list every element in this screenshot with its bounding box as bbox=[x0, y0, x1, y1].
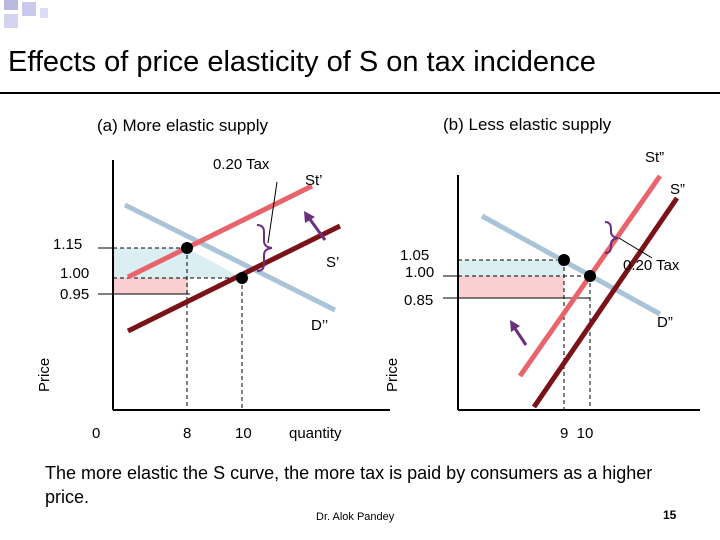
panel-a-equilibrium-with-tax bbox=[181, 242, 193, 254]
panel-a-price-115: 1.15 bbox=[53, 236, 83, 253]
panel-b-y-axis-label: Price bbox=[384, 357, 401, 392]
page-title: Effects of price elasticity of S on tax … bbox=[8, 46, 596, 78]
panel-a-producer-burden bbox=[113, 278, 188, 294]
panel-b-consumer-burden bbox=[458, 260, 564, 276]
panel-a-shift-arrowhead-icon bbox=[304, 211, 315, 223]
page-number: 15 bbox=[663, 508, 677, 522]
panel-a-supply-label: S’ bbox=[326, 254, 340, 271]
panel-a-price-095: 0.95 bbox=[60, 286, 90, 303]
panel-a-quantity-0: 0 bbox=[92, 425, 101, 442]
panel-b-equilibrium-with-tax bbox=[558, 254, 570, 266]
panel-b-shift-arrow-icon bbox=[512, 326, 528, 346]
title-divider bbox=[0, 92, 720, 94]
panel-a-taxed-supply-curve bbox=[126, 183, 314, 280]
panel-a-tax-pointer bbox=[267, 181, 278, 244]
panel-b-supply-curve bbox=[531, 196, 680, 409]
panel-a-y-axis-label: Price bbox=[36, 357, 53, 392]
panel-b-price-105: 1.05 bbox=[400, 247, 430, 264]
panel-b-price-100: 1.00 bbox=[405, 264, 435, 281]
panel-b-shift-arrowhead-icon bbox=[510, 320, 520, 332]
author: Dr. Alok Pandey bbox=[316, 511, 395, 523]
panel-a-demand-label: D’’ bbox=[311, 317, 329, 334]
x-axis-label: quantity bbox=[289, 425, 342, 442]
corner-decoration bbox=[4, 0, 48, 28]
panel-b-price-085: 0.85 bbox=[404, 292, 434, 309]
panel-a-equilibrium-no-tax bbox=[236, 272, 248, 284]
panel-a-demand-curve bbox=[123, 202, 337, 313]
panel-a-tax-label: 0.20 Tax bbox=[213, 156, 270, 173]
panel-a-price-100: 1.00 bbox=[60, 265, 90, 282]
panel-b-supply-label: S” bbox=[670, 181, 685, 198]
panel-b-tax-pointer bbox=[618, 237, 653, 259]
panel-b-producer-burden bbox=[458, 276, 564, 298]
panel-b-demand-label: D” bbox=[657, 314, 673, 331]
panel-a-tax-brace-icon bbox=[256, 224, 273, 272]
panel-b-equilibrium-no-tax bbox=[584, 270, 596, 282]
panel-a-quantity-10: 10 bbox=[235, 425, 252, 442]
panel-b-tax-brace-icon bbox=[604, 221, 619, 254]
panel-a-quantity-8: 8 bbox=[183, 425, 192, 442]
panel-b-tax-label: 0.20 Tax bbox=[623, 257, 680, 274]
caption: The more elastic the S curve, the more t… bbox=[45, 463, 653, 508]
panel-b-title: (b) Less elastic supply bbox=[443, 115, 612, 134]
panel-b-demand-curve bbox=[480, 213, 662, 317]
panel-b-taxed-supply-label: St” bbox=[645, 149, 665, 166]
panel-b-quantities: 9 10 bbox=[560, 425, 594, 442]
panel-a-title: (a) More elastic supply bbox=[97, 116, 269, 135]
panel-a-supply-curve bbox=[126, 223, 342, 334]
panel-a-taxed-supply-label: St’ bbox=[305, 172, 323, 189]
panel-a-shift-arrow-icon bbox=[307, 217, 327, 241]
